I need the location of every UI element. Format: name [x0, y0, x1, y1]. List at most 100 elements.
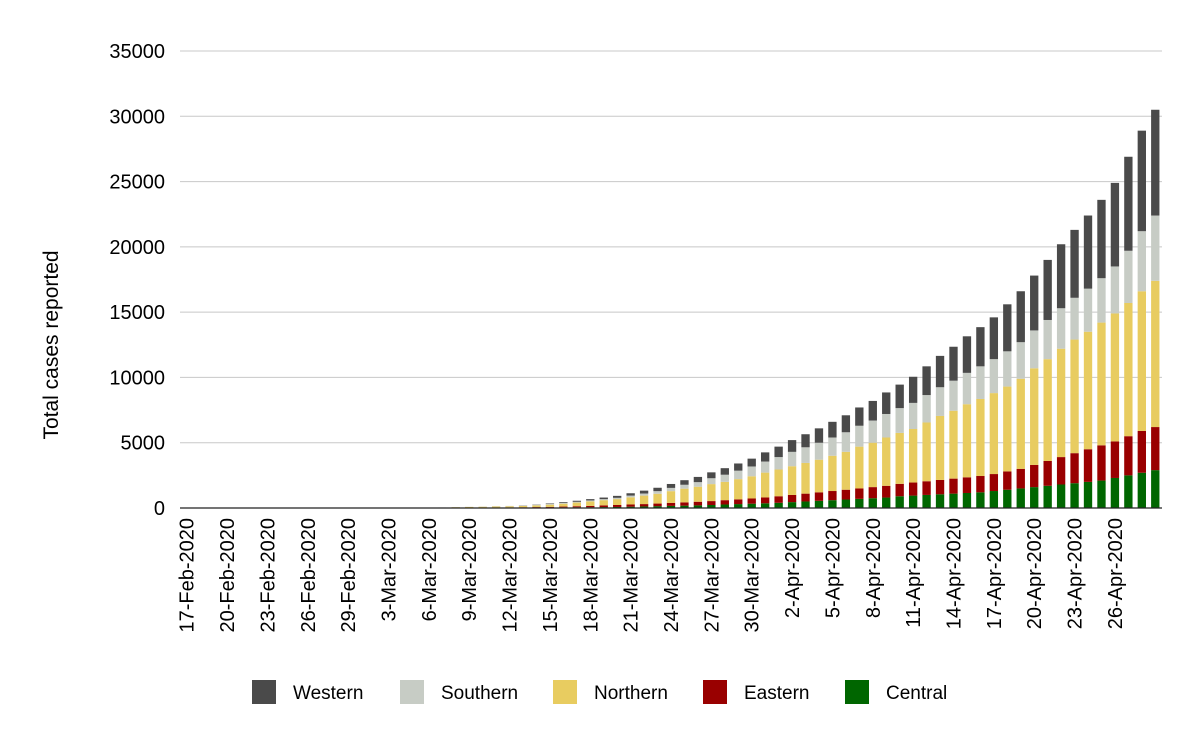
bar-segment-western [613, 495, 622, 498]
bar-segment-eastern [613, 505, 622, 507]
bar-segment-central [801, 501, 810, 508]
bar-segment-central [895, 496, 904, 508]
bar-segment-northern [613, 499, 622, 505]
bar-segment-eastern [962, 477, 972, 493]
bar-segment-western [693, 476, 703, 483]
bar-segment-eastern [855, 488, 864, 499]
bar-segment-central [989, 491, 999, 508]
bar-segment-eastern [1151, 427, 1160, 471]
bar-segment-western [626, 493, 635, 496]
bar-segment-central [1124, 475, 1133, 508]
x-tick-label: 9-Mar-2020 [459, 518, 481, 621]
bar-segment-eastern [949, 478, 958, 494]
legend-item-central: Central [845, 680, 947, 704]
bar-segment-southern [801, 447, 810, 463]
bar-segment-central [855, 498, 864, 508]
legend: Western Southern Northern Eastern Central [252, 680, 947, 704]
bar-segment-eastern [1097, 445, 1106, 481]
bar-segment-eastern [747, 498, 756, 504]
bar-segment-northern [572, 502, 582, 507]
bar-segment-southern [680, 484, 689, 489]
bar-segment-southern [1151, 215, 1160, 281]
bar-segment-northern [935, 415, 945, 480]
bar-segment-southern [1043, 319, 1052, 360]
bar-segment-northern [626, 497, 635, 505]
bar-segment-western [1016, 291, 1025, 343]
bar-segment-northern [1003, 386, 1012, 472]
bar-segment-northern [1137, 291, 1146, 431]
bar-segment-central [949, 493, 958, 508]
bar-segment-central [828, 500, 837, 508]
x-tick-label: 20-Feb-2020 [217, 518, 239, 633]
y-tick-label: 30000 [109, 106, 165, 128]
bar-segment-northern [1030, 368, 1039, 465]
bar-segment-eastern [545, 506, 555, 508]
bar-segment-central [1083, 481, 1093, 508]
bar-segment-western [828, 421, 837, 438]
bar-segment-northern [720, 481, 729, 501]
bar-segment-northern [639, 495, 649, 505]
bar-segment-western [1097, 199, 1106, 279]
bar-segment-eastern [1016, 468, 1025, 489]
bar-segment-western [653, 487, 662, 492]
bar-segment-western [801, 434, 810, 448]
x-tick-label: 30-Mar-2020 [742, 518, 764, 633]
bar-segment-eastern [787, 494, 797, 503]
bar-segment-northern [599, 500, 608, 506]
bar-segment-northern [666, 491, 676, 503]
y-tick-label: 20000 [109, 237, 165, 259]
bar-segment-southern [895, 408, 904, 433]
bar-segment-central [680, 505, 689, 508]
bar-segment-northern [465, 506, 474, 508]
x-tick-label: 14-Apr-2020 [943, 518, 965, 629]
bar-segment-western [639, 490, 649, 494]
bar-segment-central [935, 494, 945, 508]
bar-segment-western [680, 480, 689, 485]
y-axis-tick-labels: 0 5000 10000 15000 20000 25000 30000 35000 [109, 41, 165, 520]
bar-segment-southern [572, 501, 582, 503]
bar-segment-southern [949, 380, 958, 411]
bar-segment-southern [1097, 278, 1106, 323]
gridlines [180, 50, 1162, 444]
bar-segment-northern [1070, 339, 1079, 454]
x-tick-label: 23-Feb-2020 [257, 518, 279, 633]
x-tick-label: 26-Apr-2020 [1105, 518, 1127, 629]
bar-segment-northern [747, 476, 756, 499]
bar-segment-northern [962, 404, 972, 478]
bar-segment-eastern [760, 497, 770, 504]
bar-segment-western [1083, 215, 1093, 289]
bar-segment-eastern [1003, 471, 1012, 490]
bar-segment-eastern [572, 506, 582, 508]
bar-segment-southern [814, 442, 824, 460]
x-tick-label: 3-Mar-2020 [379, 518, 401, 621]
bar-segment-central [1016, 488, 1025, 508]
legend-swatch [252, 680, 276, 704]
bar-segment-southern [639, 493, 649, 496]
bar-segment-central [693, 505, 703, 508]
x-tick-label: 20-Apr-2020 [1024, 518, 1046, 629]
bar-segment-eastern [693, 501, 703, 506]
bar-segment-southern [1070, 297, 1079, 340]
bar-segment-western [868, 400, 877, 421]
bar-segment-western [908, 376, 918, 403]
legend-swatch [400, 680, 424, 704]
bar-segment-northern [505, 506, 514, 508]
bar-segment-northern [559, 503, 568, 507]
legend-item-western: Western [252, 680, 363, 704]
bar-segment-western [814, 428, 824, 443]
bar-segment-central [707, 505, 716, 508]
bar-segment-eastern [666, 502, 676, 506]
legend-swatch [845, 680, 869, 704]
bar-segment-eastern [895, 483, 904, 497]
x-tick-label: 5-Apr-2020 [822, 518, 844, 618]
bar-segment-northern [1056, 348, 1066, 458]
bar-segment-western [545, 503, 555, 505]
bar-segment-central [787, 502, 797, 508]
legend-swatch [553, 680, 577, 704]
bar-segment-southern [760, 461, 770, 473]
bar-segment-southern [747, 466, 756, 477]
bar-segment-western [1124, 156, 1133, 251]
bar-segment-western [1070, 229, 1079, 298]
bar-segment-northern [734, 479, 743, 500]
